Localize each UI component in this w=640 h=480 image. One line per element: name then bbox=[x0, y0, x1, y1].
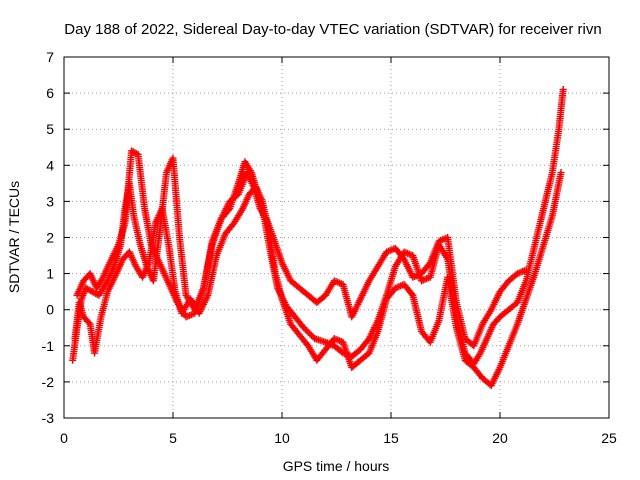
data-point bbox=[304, 328, 312, 336]
data-point bbox=[300, 324, 308, 332]
data-points bbox=[69, 85, 567, 390]
data-point bbox=[308, 331, 316, 339]
data-point bbox=[557, 169, 565, 177]
chart-title: Day 188 of 2022, Sidereal Day-to-day VTE… bbox=[64, 21, 601, 38]
series-track-c bbox=[73, 147, 530, 350]
data-point bbox=[522, 266, 530, 274]
data-point bbox=[85, 319, 93, 327]
x-tick-label: 0 bbox=[60, 430, 68, 446]
y-tick-label: 0 bbox=[46, 302, 54, 318]
x-tick-label: 15 bbox=[383, 430, 399, 446]
y-tick-label: 7 bbox=[46, 49, 54, 65]
y-axis-label: SDTVAR / TECUs bbox=[6, 181, 22, 293]
y-tick-label: 5 bbox=[46, 121, 54, 137]
x-tick-label: 10 bbox=[274, 430, 290, 446]
y-tick-label: -1 bbox=[42, 338, 55, 354]
data-point bbox=[301, 325, 309, 333]
data-point bbox=[306, 330, 314, 338]
data-point bbox=[425, 260, 433, 268]
data-point bbox=[408, 290, 416, 298]
grid bbox=[64, 57, 609, 418]
x-axis-label: GPS time / hours bbox=[283, 458, 390, 474]
data-point bbox=[559, 85, 567, 93]
series-track-a bbox=[69, 85, 567, 368]
x-tick-label: 20 bbox=[492, 430, 508, 446]
y-tick-label: -2 bbox=[42, 374, 55, 390]
x-tick-label: 25 bbox=[601, 430, 617, 446]
y-tick-label: -3 bbox=[42, 410, 55, 426]
y-tick-label: 6 bbox=[46, 85, 54, 101]
y-tick-label: 1 bbox=[46, 266, 54, 282]
x-tick-label: 5 bbox=[169, 430, 177, 446]
data-point bbox=[303, 327, 311, 335]
y-tick-label: 3 bbox=[46, 193, 54, 209]
y-tick-label: 4 bbox=[46, 157, 54, 173]
y-tick-label: 2 bbox=[46, 230, 54, 246]
axis-ticks: 0 5 10 15 20 25 -3 -2 -1 0 1 2 3 4 5 6 7 bbox=[42, 49, 617, 446]
